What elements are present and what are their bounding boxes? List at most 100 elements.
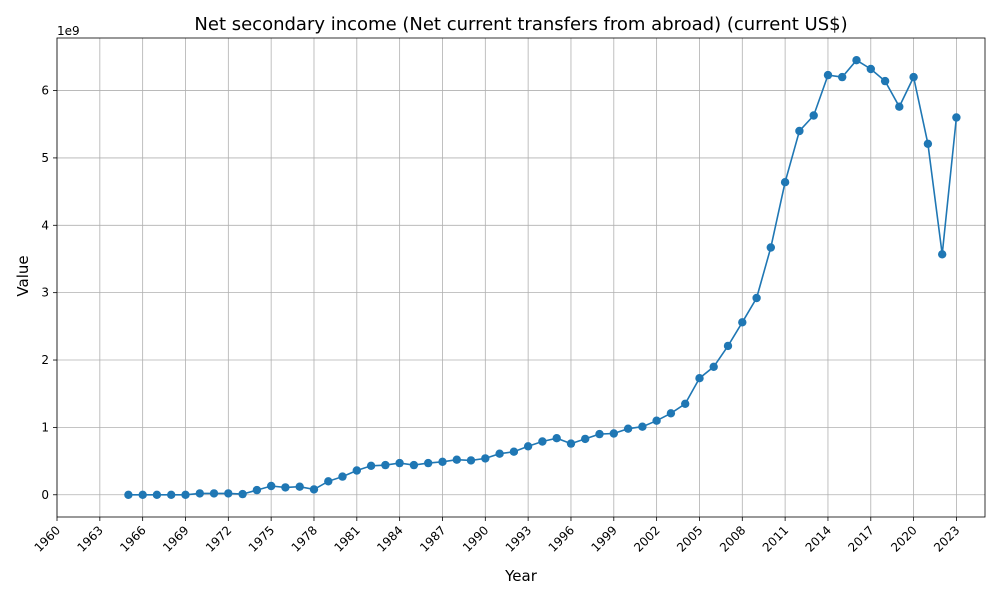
data-point xyxy=(638,422,647,431)
y-tick-label: 5 xyxy=(41,151,49,165)
x-tick-label: 2005 xyxy=(674,523,705,554)
x-tick-label: 2014 xyxy=(803,523,834,554)
x-tick-label: 1996 xyxy=(546,523,577,554)
x-tick-label: 1966 xyxy=(117,523,148,554)
plot-frame xyxy=(56,37,986,518)
data-point xyxy=(224,489,233,498)
data-point xyxy=(581,434,590,444)
series-layer xyxy=(124,56,961,499)
y-axis-ticks: 0 1 2 3 4 5 6 xyxy=(41,84,57,502)
x-tick-label: 2020 xyxy=(888,523,919,554)
data-point xyxy=(838,72,847,82)
data-point xyxy=(324,477,333,486)
data-point xyxy=(152,490,162,499)
data-point xyxy=(752,293,761,303)
data-point xyxy=(523,442,533,451)
data-point xyxy=(566,439,576,448)
data-point xyxy=(481,454,490,463)
data-point xyxy=(866,64,875,74)
x-axis-label: Year xyxy=(504,567,538,585)
data-point xyxy=(909,72,918,82)
data-point xyxy=(709,362,718,371)
x-tick-label: 1993 xyxy=(503,523,534,554)
data-point xyxy=(852,56,861,65)
data-point xyxy=(723,341,733,351)
x-tick-label: 1969 xyxy=(160,523,191,554)
y-axis-label: Value xyxy=(14,255,32,296)
y-tick-label: 2 xyxy=(41,353,49,367)
x-tick-label: 1999 xyxy=(588,523,619,554)
data-point xyxy=(181,490,190,499)
series-line xyxy=(128,59,958,496)
data-point xyxy=(795,126,804,136)
data-point xyxy=(809,111,818,120)
data-point xyxy=(652,416,661,425)
data-point xyxy=(823,70,833,80)
x-tick-label: 1990 xyxy=(460,523,491,554)
x-tick-label: 1975 xyxy=(246,523,277,554)
y-axis-offset-label: 1e9 xyxy=(57,24,80,38)
x-tick-label: 2011 xyxy=(760,523,791,554)
data-point xyxy=(352,466,361,475)
data-point xyxy=(209,489,219,498)
data-point xyxy=(466,456,476,465)
x-tick-label: 1984 xyxy=(374,523,405,554)
data-point xyxy=(138,490,147,499)
data-point xyxy=(281,483,290,492)
data-point xyxy=(438,457,447,466)
data-point xyxy=(395,458,404,468)
data-point xyxy=(923,139,933,148)
data-point xyxy=(623,424,633,433)
y-tick-label: 3 xyxy=(41,286,49,300)
data-point xyxy=(424,458,433,468)
data-point xyxy=(695,374,704,383)
data-point xyxy=(238,489,247,499)
data-point xyxy=(681,399,690,408)
x-tick-label: 1963 xyxy=(74,523,105,554)
data-point xyxy=(609,429,618,438)
data-point xyxy=(195,489,204,498)
data-point xyxy=(267,481,276,491)
data-point xyxy=(738,318,747,327)
data-point xyxy=(552,434,561,443)
y-tick-label: 0 xyxy=(41,488,49,502)
x-axis-ticks: 1960 1963 1966 1969 1972 1975 1978 1981 1984 1987… xyxy=(32,517,963,555)
y-gridlines xyxy=(57,90,985,496)
data-point xyxy=(595,429,604,439)
x-tick-label: 1960 xyxy=(32,523,63,554)
data-point xyxy=(124,490,133,499)
data-point xyxy=(366,461,376,470)
x-tick-label: 1987 xyxy=(417,523,448,554)
x-gridlines xyxy=(56,38,957,517)
x-tick-label: 2023 xyxy=(931,523,962,554)
data-point xyxy=(509,447,519,456)
data-point xyxy=(666,409,676,418)
y-tick-label: 1 xyxy=(41,420,49,434)
data-point xyxy=(780,178,790,187)
y-tick-label: 6 xyxy=(41,84,49,98)
data-point xyxy=(309,485,319,494)
data-point xyxy=(452,455,461,464)
data-point xyxy=(495,449,504,458)
chart-title: Net secondary income (Net current transf… xyxy=(194,14,847,35)
data-point xyxy=(338,472,347,481)
data-point xyxy=(952,113,961,122)
x-tick-label: 2017 xyxy=(845,523,876,554)
data-point xyxy=(252,485,262,495)
data-point xyxy=(880,76,890,86)
data-point xyxy=(766,243,775,252)
data-point xyxy=(538,437,547,446)
x-tick-label: 1978 xyxy=(289,523,320,554)
data-point xyxy=(895,102,904,111)
data-point xyxy=(295,482,304,491)
data-point xyxy=(938,250,947,259)
x-tick-label: 2002 xyxy=(631,523,662,554)
y-tick-label: 4 xyxy=(41,218,49,232)
data-point xyxy=(167,490,176,499)
data-point xyxy=(381,460,390,470)
x-tick-label: 1972 xyxy=(203,523,234,554)
x-tick-label: 2008 xyxy=(717,523,748,554)
x-tick-label: 1981 xyxy=(331,523,362,554)
data-point xyxy=(409,460,419,470)
